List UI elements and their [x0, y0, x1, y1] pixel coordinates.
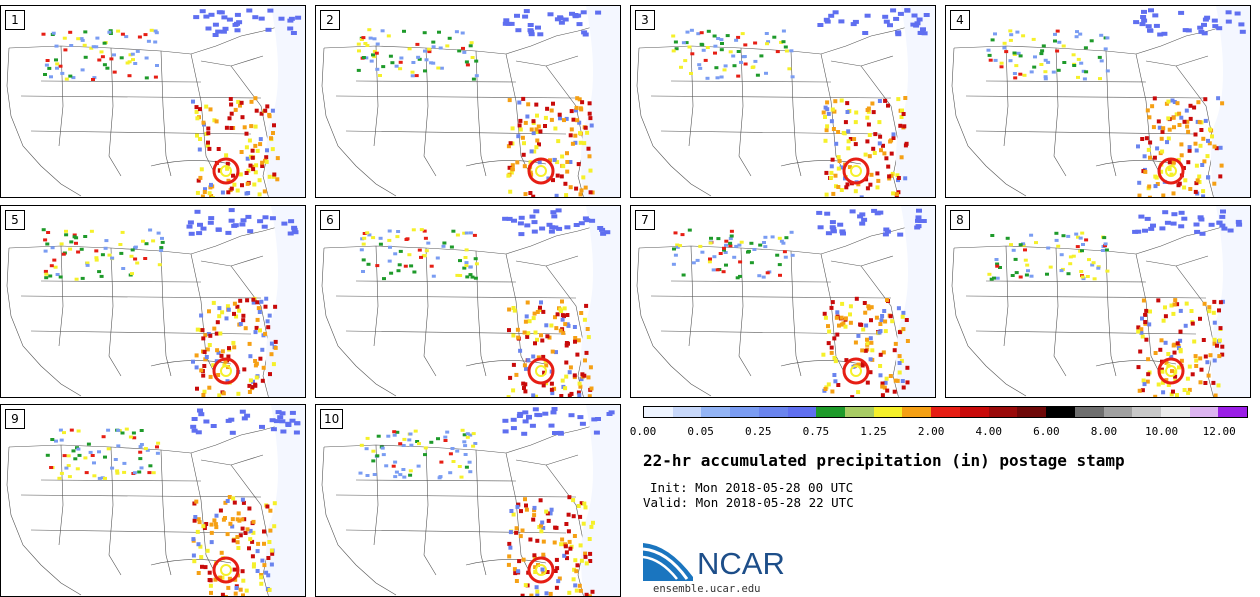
stamp-number: 10 [320, 409, 344, 429]
precip-map [951, 206, 1250, 397]
colorbar-swatch [1218, 407, 1248, 417]
stamp-number: 7 [635, 210, 655, 230]
figure-title: 22-hr accumulated precipitation (in) pos… [643, 451, 1125, 470]
stamp-number: 4 [950, 10, 970, 30]
precip-map [6, 405, 305, 596]
precip-map [6, 6, 305, 197]
precip-map [321, 206, 620, 397]
colorbar-tick-label: 0.05 [687, 425, 714, 438]
colorbar-swatch [644, 407, 673, 417]
colorbar-tick-label: 1.25 [860, 425, 887, 438]
stamp-number: 8 [950, 210, 970, 230]
stamp-panel: 9 [0, 404, 306, 597]
precip-colorbar [643, 406, 1248, 418]
colorbar-tick-label: 2.00 [917, 425, 945, 438]
init-time: Init: Mon 2018-05-28 00 UTC [650, 480, 854, 495]
colorbar-tick-label: 4.00 [975, 425, 1002, 438]
colorbar-swatch [1189, 407, 1219, 417]
colorbar-swatch [873, 407, 903, 417]
colorbar-swatch [1046, 407, 1075, 417]
precip-map [636, 206, 935, 397]
stamp-panel: 1 [0, 5, 306, 198]
colorbar-tick-label: 10.00 [1145, 425, 1179, 438]
logo-text: NCAR [697, 546, 785, 581]
colorbar-tick-label: 0.25 [744, 425, 772, 438]
stamp-panel: 5 [0, 205, 306, 398]
colorbar-swatch [1132, 407, 1161, 417]
stamp-panel: 10 [315, 404, 621, 597]
colorbar-swatch [988, 407, 1018, 417]
colorbar-tick-label: 0.75 [802, 425, 830, 438]
colorbar-swatch [1160, 407, 1190, 417]
precip-map [321, 405, 620, 596]
stamp-number: 6 [320, 210, 340, 230]
stamp-number: 1 [5, 10, 25, 30]
stamp-number: 2 [320, 10, 340, 30]
colorbar-swatch [758, 407, 788, 417]
colorbar-swatch [902, 407, 932, 417]
stamp-panel: 6 [315, 205, 621, 398]
precip-map [321, 6, 620, 197]
site-url[interactable]: ensemble.ucar.edu [653, 583, 761, 595]
precip-map [6, 206, 305, 397]
colorbar-swatch [701, 407, 731, 417]
stamp-panel: 2 [315, 5, 621, 198]
colorbar-swatch [1017, 407, 1047, 417]
colorbar-swatch [787, 407, 817, 417]
stamp-panel: 4 [945, 5, 1251, 198]
colorbar-tick-label: 12.00 [1202, 425, 1236, 438]
colorbar-tick-label: 6.00 [1033, 425, 1060, 438]
colorbar-swatch [845, 407, 874, 417]
precip-map [636, 6, 935, 197]
ncar-logo-icon [643, 543, 693, 581]
colorbar-tick-label: 0.00 [629, 425, 657, 438]
colorbar-swatch [1103, 407, 1133, 417]
stamp-number: 9 [5, 409, 25, 429]
colorbar-swatch [959, 407, 989, 417]
colorbar-swatch [730, 407, 759, 417]
stamp-panel: 7 [630, 205, 936, 398]
colorbar-swatch [931, 407, 960, 417]
colorbar-swatch [672, 407, 702, 417]
precip-map [951, 6, 1250, 197]
colorbar-swatch [816, 407, 846, 417]
stamp-number: 3 [635, 10, 655, 30]
valid-time: Valid: Mon 2018-05-28 22 UTC [643, 495, 854, 510]
stamp-panel: 3 [630, 5, 936, 198]
colorbar-swatch [1074, 407, 1104, 417]
stamp-number: 5 [5, 210, 25, 230]
stamp-panel: 8 [945, 205, 1251, 398]
colorbar-tick-label: 8.00 [1090, 425, 1118, 438]
